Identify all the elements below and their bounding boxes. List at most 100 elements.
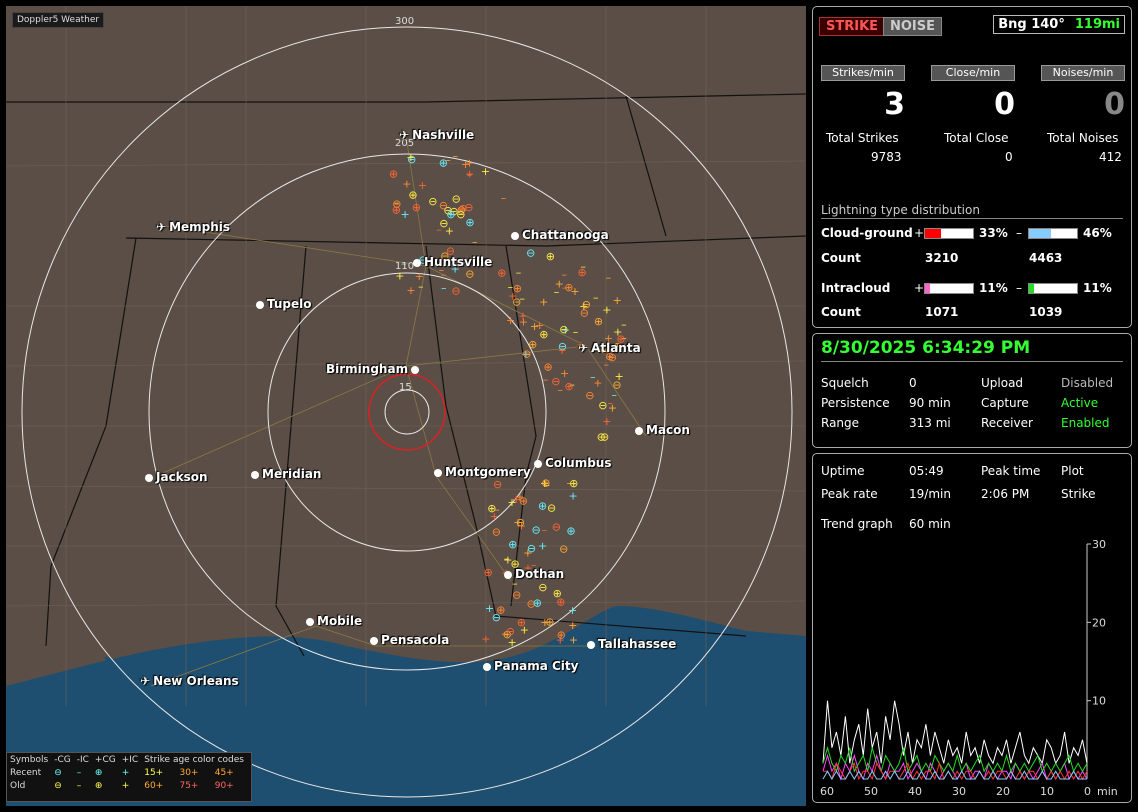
strike-symbol: ⊕ <box>578 266 587 279</box>
strike-symbol: + <box>415 270 424 283</box>
strike-symbol: – <box>520 292 526 305</box>
ic-positive-fill <box>925 284 931 293</box>
ring-label-110: 110 <box>395 261 415 272</box>
strike-symbol: ⊖ <box>522 347 531 360</box>
strike-symbol: ⊖ <box>527 597 536 610</box>
city-huntsville: Huntsville <box>413 255 492 269</box>
lightning-map[interactable]: + ⊖ ⊖ + – ⊖ + – + ⊖ ⊖ + ⊕ + ⊕ – – + ⊖ ⊕ – ⊕ – ⊖ – – ⊕ ⊖ + + – – + + ⊖ ⊖ – + ⊕ ⊖… <box>6 6 806 806</box>
strike-symbol: + <box>556 634 565 647</box>
pos-cg-old-icon: ⊕ <box>94 780 103 791</box>
strike-symbol: ⊕ <box>392 204 401 217</box>
trend-x-tick-label: 10 <box>1040 785 1054 798</box>
cg-plus-sign: + <box>914 226 925 240</box>
distribution-divider <box>821 218 1123 219</box>
strike-symbol: ⊖ <box>451 285 460 298</box>
strike-symbol: + <box>523 547 532 560</box>
strike-symbol: ⊕ <box>605 350 614 363</box>
cg-positive-bar <box>924 228 974 239</box>
strike-symbol: + <box>593 376 602 389</box>
strike-symbol: – <box>590 371 596 384</box>
strike-symbol: ⊖ <box>552 521 561 534</box>
strike-symbol: ⊖ <box>506 625 515 638</box>
strike-symbol: + <box>558 344 567 357</box>
strike-symbol: – <box>512 577 518 590</box>
strikes-per-min-value: 3 <box>884 87 905 122</box>
distribution-title: Lightning type distribution <box>821 203 980 217</box>
trend-y-tick-label: 20 <box>1092 616 1106 629</box>
legend-header-pos-ic: +IC <box>121 754 139 765</box>
strike-symbol: ⊕ <box>544 360 553 373</box>
strike-symbol: ⊖ <box>559 542 568 555</box>
strike-symbol: ⊖ <box>440 249 449 262</box>
strike-symbol: ⊖ <box>612 379 621 392</box>
upload-label: Upload <box>981 376 1024 390</box>
strike-symbol: + <box>615 370 624 383</box>
city-atlanta: ✈ Atlanta <box>578 341 641 355</box>
strike-symbol: ⊖ <box>492 611 501 624</box>
trend-series-2 <box>822 745 1088 773</box>
app-title: Doppler5 Weather <box>12 12 105 28</box>
strike-symbol: – <box>394 196 400 209</box>
strike-symbol: ⊖ <box>598 399 607 412</box>
noise-button[interactable]: NOISE <box>883 17 943 36</box>
strike-symbol: ⊕ <box>487 502 496 515</box>
strike-symbol: + <box>560 367 569 380</box>
ic-negative-bar <box>1028 283 1078 294</box>
dot-icon <box>483 662 491 671</box>
strike-button[interactable]: STRIKE <box>819 17 886 36</box>
capture-value: Active <box>1061 396 1099 410</box>
close-per-min-label: Close/min <box>931 65 1015 81</box>
strike-symbol: ⊖ <box>527 542 536 555</box>
strike-symbol: + <box>555 277 564 290</box>
noises-per-min-label: Noises/min <box>1041 65 1125 81</box>
strike-symbol: ⊕ <box>517 616 526 629</box>
strike-symbol: + <box>579 300 588 313</box>
trend-x-tick-label: 30 <box>952 785 966 798</box>
trend-x-tick-label: 60 <box>820 785 834 798</box>
strike-symbol: ⊕ <box>519 494 528 507</box>
persistence-value: 90 min <box>909 396 951 410</box>
trend-x-tick-label: 50 <box>864 785 878 798</box>
strike-symbol: ⊕ <box>446 208 455 221</box>
strike-symbol: + <box>513 516 522 529</box>
symbol-legend: Symbols -CG -IC +CG +IC Strike age color… <box>6 752 252 802</box>
strike-symbol: + <box>395 269 404 282</box>
strike-symbol: ⊖ <box>428 195 437 208</box>
strike-symbol: ⊕ <box>545 616 554 629</box>
neg-ic-old-icon: – <box>76 780 82 791</box>
total-noises-value: 412 <box>1099 150 1122 164</box>
range-value: 313 mi <box>909 416 951 430</box>
strike-symbol: – <box>567 476 573 489</box>
strike-symbol: + <box>538 539 547 552</box>
strike-symbol: ⊕ <box>412 201 421 214</box>
strike-symbol: + <box>530 320 539 333</box>
strike-symbol: + <box>481 165 490 178</box>
airplane-icon: ✈ <box>156 220 167 234</box>
strike-symbol: ⊖ <box>558 340 567 353</box>
strike-symbol: – <box>494 503 500 516</box>
strike-symbol: ⊕ <box>511 558 520 571</box>
city-jackson: Jackson <box>145 470 208 484</box>
strike-symbol: – <box>593 291 599 304</box>
strike-symbol: ⊖ <box>418 253 427 266</box>
strike-symbol: ⊖ <box>457 204 466 217</box>
strike-symbol: ⊖ <box>439 217 448 230</box>
strike-symbol: ⊕ <box>569 477 578 490</box>
trend-y-tick-label: 30 <box>1092 539 1106 551</box>
strike-symbol: ⊖ <box>538 581 547 594</box>
city-new-orleans: ✈ New Orleans <box>140 674 239 688</box>
strike-symbol: + <box>561 324 570 337</box>
strike-symbol: ⊕ <box>541 477 550 490</box>
strike-symbol: – <box>401 257 407 270</box>
ring-label-205: 205 <box>395 138 415 149</box>
strike-symbol: + <box>517 519 526 532</box>
strike-symbol: + <box>539 295 548 308</box>
strike-symbol: + <box>520 623 529 636</box>
bearing-range: 119mi <box>1074 17 1120 32</box>
strike-symbol: ⊕ <box>503 628 512 641</box>
strike-symbol: + <box>569 633 578 646</box>
strike-symbol: + <box>568 604 577 617</box>
strike-symbol: + <box>490 510 499 523</box>
total-close-label: Total Close <box>944 131 1009 145</box>
strike-symbol: + <box>512 493 521 506</box>
